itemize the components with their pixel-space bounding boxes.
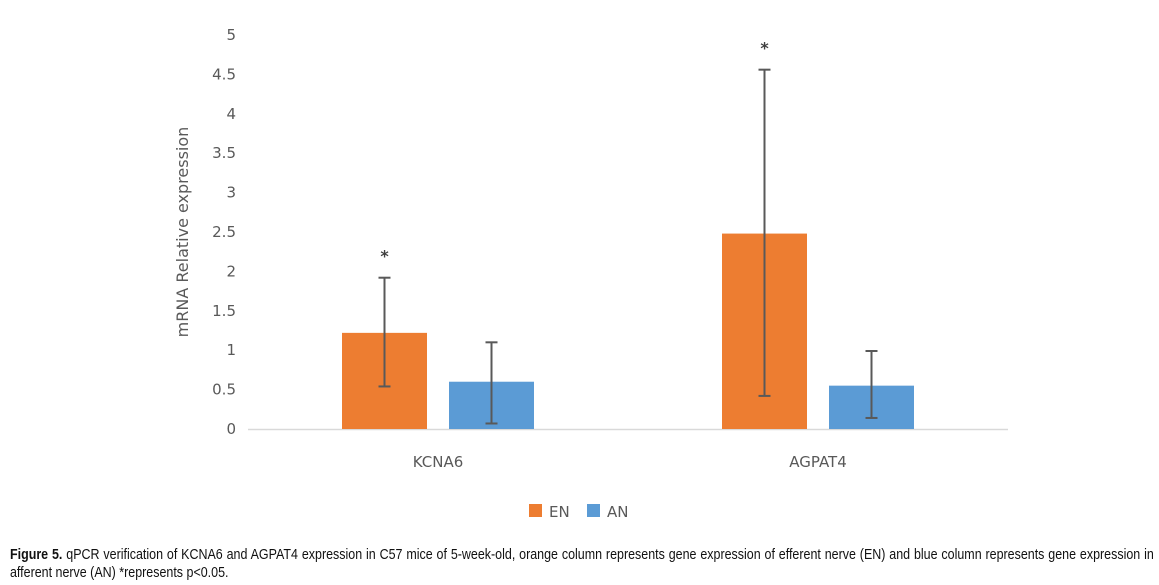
caption-text: qPCR verification of KCNA6 and AGPAT4 ex… bbox=[10, 547, 1154, 581]
significance-marker: * bbox=[380, 247, 389, 266]
y-tick-label: 0.5 bbox=[212, 381, 236, 399]
category-labels: KCNA6 AGPAT4 bbox=[413, 453, 847, 471]
legend-swatch-an bbox=[587, 504, 600, 517]
y-tick-label: 2 bbox=[226, 262, 236, 280]
y-axis-ticks: 0 0.5 1 1.5 2 2.5 3 3.5 4 4.5 5 bbox=[212, 26, 236, 438]
legend-swatch-en bbox=[529, 504, 542, 517]
error-bars: ** bbox=[378, 39, 878, 425]
y-axis-label: mRNA Relative expression bbox=[173, 127, 192, 338]
significance-marker: * bbox=[760, 39, 769, 58]
caption-label: Figure 5. bbox=[10, 547, 63, 563]
category-label-agpat4: AGPAT4 bbox=[789, 453, 847, 471]
y-tick-label: 1 bbox=[226, 341, 236, 359]
bars bbox=[342, 233, 914, 429]
category-label-kcna6: KCNA6 bbox=[413, 453, 464, 471]
y-tick-label: 4 bbox=[226, 105, 236, 123]
legend: EN AN bbox=[529, 503, 628, 521]
y-tick-label: 3.5 bbox=[212, 144, 236, 162]
y-tick-label: 4.5 bbox=[212, 65, 236, 83]
legend-label-en: EN bbox=[549, 503, 570, 521]
bar-chart: 0 0.5 1 1.5 2 2.5 3 3.5 4 4.5 5 mRNA Relative expr… bbox=[173, 26, 1008, 521]
y-tick-label: 5 bbox=[226, 26, 236, 44]
figure-caption: Figure 5. qPCR verification of KCNA6 and… bbox=[10, 546, 1154, 582]
y-tick-label: 1.5 bbox=[212, 302, 236, 320]
y-tick-label: 3 bbox=[226, 184, 236, 202]
y-tick-label: 2.5 bbox=[212, 223, 236, 241]
legend-label-an: AN bbox=[607, 503, 628, 521]
y-tick-label: 0 bbox=[226, 420, 236, 438]
